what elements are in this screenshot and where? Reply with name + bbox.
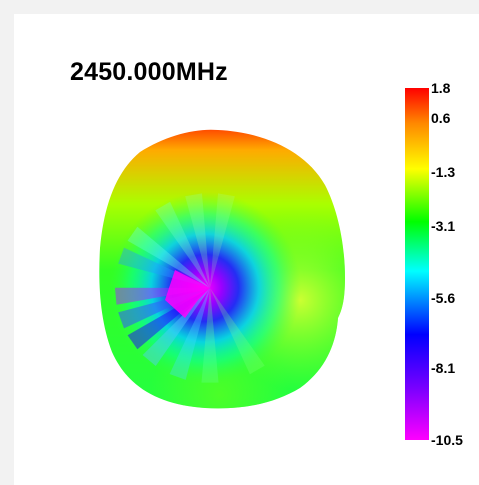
pattern-facet bbox=[201, 288, 219, 383]
pattern-facet bbox=[127, 226, 210, 288]
colorbar-tick-label: -3.1 bbox=[431, 218, 456, 234]
pattern-facet bbox=[210, 288, 265, 375]
colorbar-tick-label: -5.6 bbox=[431, 290, 456, 306]
colorbar bbox=[405, 88, 429, 440]
colorbar-tick-label: -8.1 bbox=[431, 360, 456, 376]
colorbar-tick-label: -1.3 bbox=[431, 164, 456, 180]
colorbar-tick-label: 0.6 bbox=[431, 110, 451, 126]
colorbar-tick-label: 1.8 bbox=[431, 80, 451, 96]
pattern-facet bbox=[142, 288, 210, 366]
pattern-facet bbox=[185, 193, 210, 288]
chart-title: 2450.000MHz bbox=[70, 58, 228, 86]
pattern-surface bbox=[99, 129, 345, 409]
pattern-facet bbox=[210, 193, 235, 288]
colorbar-tick-label: -10.5 bbox=[431, 432, 463, 448]
pattern-facets bbox=[115, 193, 265, 383]
pattern-facet bbox=[169, 288, 210, 380]
pattern-null-core bbox=[165, 270, 210, 318]
pattern-facet bbox=[155, 201, 210, 288]
